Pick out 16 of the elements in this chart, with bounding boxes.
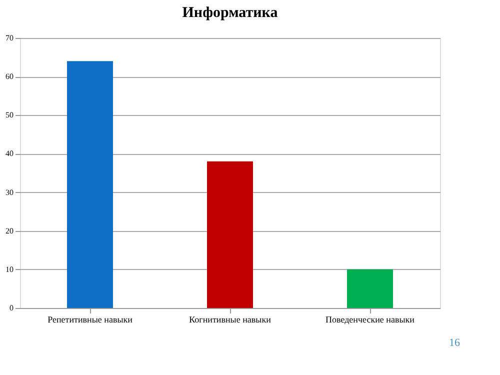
text: 16 bbox=[449, 337, 460, 349]
bar bbox=[207, 161, 253, 308]
chart-title: Информатика bbox=[182, 5, 278, 21]
x-tick-label: Поведенческие навыки bbox=[326, 314, 415, 324]
y-tick-label: 50 bbox=[6, 110, 14, 120]
bar bbox=[67, 61, 113, 308]
y-tick-label: 30 bbox=[6, 188, 14, 197]
y-tick-label: 40 bbox=[6, 149, 14, 158]
y-tick-label: 60 bbox=[6, 72, 14, 82]
bar bbox=[347, 269, 393, 308]
y-tick-label: 0 bbox=[10, 304, 14, 312]
x-tick-label: Репетитивные навыки bbox=[48, 314, 133, 324]
x-tick-label: Когнитивные навыки bbox=[189, 314, 272, 324]
y-tick-label: 10 bbox=[6, 264, 14, 274]
y-tick-label: 20 bbox=[6, 226, 14, 236]
y-tick-label: 70 bbox=[6, 34, 14, 42]
